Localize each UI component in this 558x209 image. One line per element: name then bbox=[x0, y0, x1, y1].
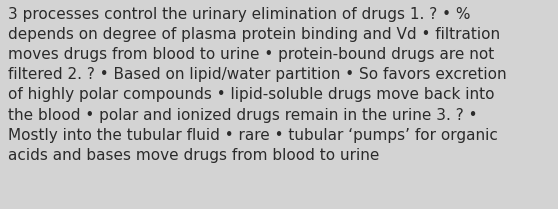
Text: 3 processes control the urinary elimination of drugs 1. ? • %
depends on degree : 3 processes control the urinary eliminat… bbox=[8, 7, 507, 163]
